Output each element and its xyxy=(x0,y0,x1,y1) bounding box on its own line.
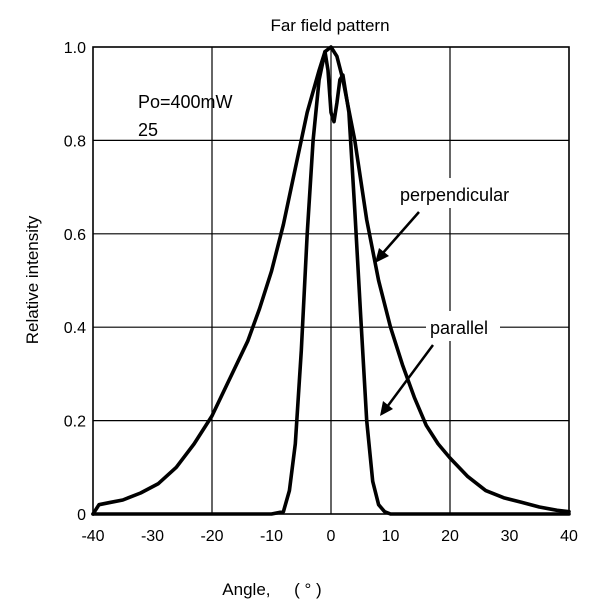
x-tick-label: 0 xyxy=(327,528,336,545)
parallel-label: parallel xyxy=(430,318,488,338)
condition-power-label: Po=400mW xyxy=(138,92,233,112)
grid-layer xyxy=(93,47,569,514)
x-tick-label: -10 xyxy=(260,528,283,545)
x-tick-label: 10 xyxy=(382,528,400,545)
condition-temperature-label: 25 xyxy=(138,120,158,140)
x-tick-label: 40 xyxy=(560,528,578,545)
x-tick-label: 30 xyxy=(501,528,519,545)
chart-title: Far field pattern xyxy=(270,16,389,35)
y-tick-label: 0 xyxy=(77,507,86,524)
parallel-arrow-head xyxy=(380,401,393,416)
x-tick-label: -30 xyxy=(141,528,164,545)
x-tick-label: -40 xyxy=(81,528,104,545)
x-tick-label: -20 xyxy=(200,528,223,545)
y-tick-labels: 0 0.2 0.4 0.6 0.8 1.0 xyxy=(64,40,86,524)
perpendicular-label: perpendicular xyxy=(400,185,509,205)
parallel-label-bg xyxy=(426,311,500,341)
y-tick-label: 0.8 xyxy=(64,133,86,150)
y-tick-label: 0.2 xyxy=(64,414,86,431)
series-line-parallel xyxy=(91,49,571,516)
parallel-arrow-shaft xyxy=(385,344,435,408)
y-tick-label: 0.6 xyxy=(64,227,86,244)
perpendicular-label-bg xyxy=(396,178,548,208)
x-axis-label: Angle, ( ° ) xyxy=(222,580,321,599)
y-tick-label: 1.0 xyxy=(64,40,86,57)
y-axis-label: Relative intensity xyxy=(23,215,42,344)
y-tick-label: 0.4 xyxy=(64,320,86,337)
x-tick-labels: -40 -30 -20 -10 0 10 20 30 40 xyxy=(81,528,578,545)
x-tick-label: 20 xyxy=(441,528,459,545)
perpendicular-arrow-head xyxy=(375,248,389,263)
perpendicular-arrow-shaft xyxy=(381,211,420,255)
plot-frame xyxy=(92,46,570,515)
